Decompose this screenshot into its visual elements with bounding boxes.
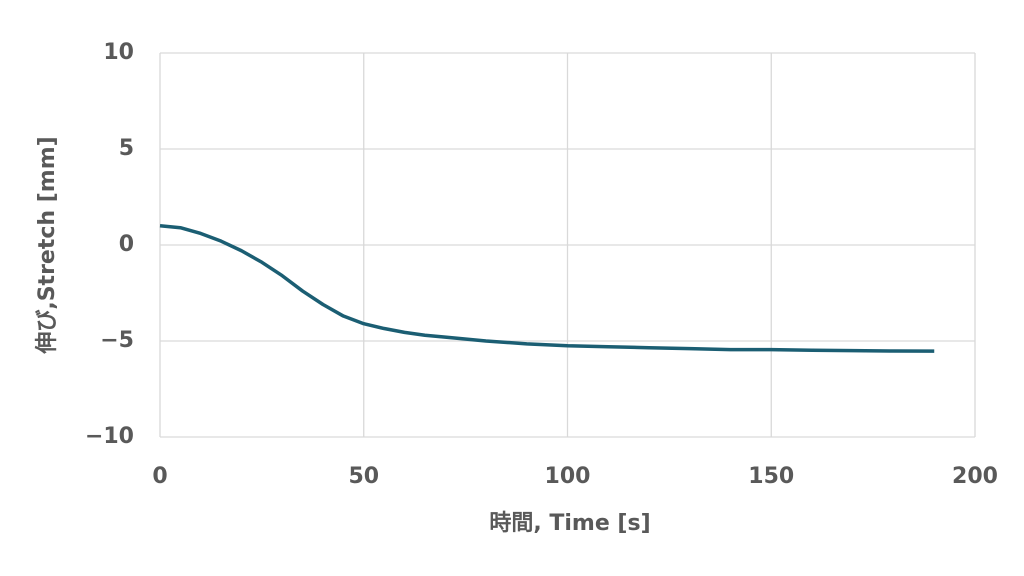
x-tick-label: 100 xyxy=(545,464,591,489)
x-tick-label: 0 xyxy=(152,464,167,489)
x-tick-label: 200 xyxy=(952,464,998,489)
y-axis-title: 伸び,Stretch [mm] xyxy=(35,136,60,354)
y-tick-label: −5 xyxy=(100,328,134,353)
x-tick-label: 150 xyxy=(748,464,794,489)
x-axis-title: 時間, Time [s] xyxy=(489,511,650,536)
y-tick-label: 10 xyxy=(103,40,134,65)
x-tick-label: 50 xyxy=(348,464,379,489)
y-tick-label: 0 xyxy=(119,232,134,257)
y-tick-label: 5 xyxy=(119,136,134,161)
y-tick-label: −10 xyxy=(85,424,134,449)
data-line xyxy=(159,224,935,353)
